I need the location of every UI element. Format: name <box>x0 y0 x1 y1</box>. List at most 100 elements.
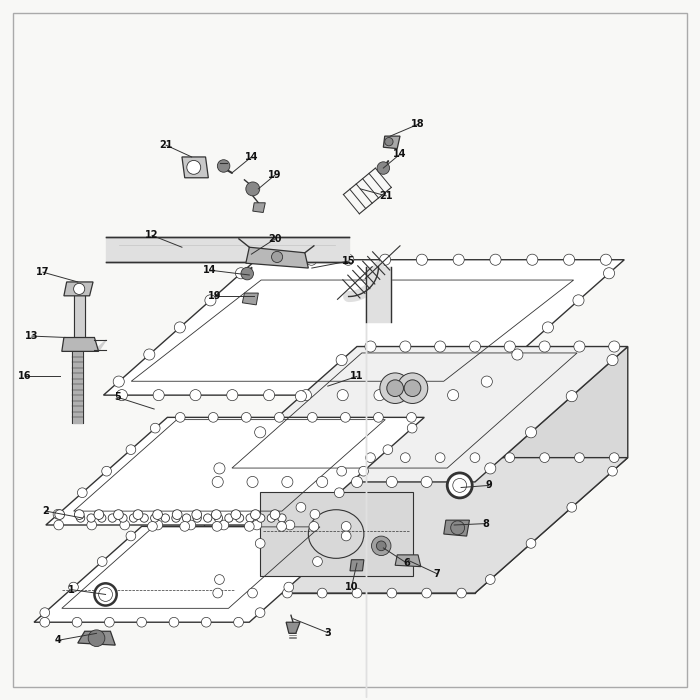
Circle shape <box>88 630 105 647</box>
Text: 11: 11 <box>350 372 364 382</box>
Circle shape <box>484 463 496 474</box>
Circle shape <box>372 536 391 556</box>
Circle shape <box>252 520 262 530</box>
Circle shape <box>607 354 618 365</box>
Circle shape <box>113 510 123 519</box>
Circle shape <box>453 254 464 265</box>
Circle shape <box>482 376 492 387</box>
Circle shape <box>153 390 164 400</box>
Circle shape <box>407 412 416 422</box>
Circle shape <box>335 488 344 498</box>
Text: 21: 21 <box>379 191 393 201</box>
Circle shape <box>40 608 50 617</box>
Circle shape <box>40 617 50 627</box>
Circle shape <box>351 477 363 487</box>
Circle shape <box>276 522 286 531</box>
Polygon shape <box>350 560 364 570</box>
Circle shape <box>451 521 465 535</box>
Circle shape <box>241 267 253 280</box>
Circle shape <box>422 588 431 598</box>
Text: 7: 7 <box>433 568 440 579</box>
Circle shape <box>540 453 550 463</box>
Circle shape <box>213 588 223 598</box>
Circle shape <box>603 267 615 279</box>
Circle shape <box>386 477 398 487</box>
Circle shape <box>204 514 212 522</box>
Circle shape <box>272 251 283 262</box>
Text: 17: 17 <box>36 267 50 277</box>
Circle shape <box>126 444 136 454</box>
Circle shape <box>526 254 538 265</box>
Circle shape <box>295 391 307 402</box>
Circle shape <box>246 514 254 522</box>
Circle shape <box>421 477 432 487</box>
Circle shape <box>374 412 384 422</box>
Circle shape <box>97 514 106 522</box>
Circle shape <box>342 522 351 531</box>
Polygon shape <box>260 492 412 575</box>
Circle shape <box>574 341 585 352</box>
Circle shape <box>116 390 127 400</box>
Circle shape <box>566 391 578 402</box>
Circle shape <box>69 582 78 592</box>
Text: 5: 5 <box>114 392 120 402</box>
Circle shape <box>404 380 421 396</box>
Circle shape <box>251 510 260 519</box>
Circle shape <box>400 453 410 463</box>
Circle shape <box>575 453 584 463</box>
Circle shape <box>447 390 458 400</box>
Circle shape <box>269 254 280 265</box>
Circle shape <box>97 556 107 566</box>
Circle shape <box>270 510 280 519</box>
Circle shape <box>316 477 328 487</box>
Circle shape <box>219 520 229 530</box>
Circle shape <box>72 617 82 627</box>
Circle shape <box>387 380 403 396</box>
Circle shape <box>209 412 218 422</box>
Circle shape <box>526 427 537 438</box>
Circle shape <box>337 390 349 400</box>
Circle shape <box>174 322 186 333</box>
Circle shape <box>610 453 619 463</box>
Circle shape <box>352 588 362 598</box>
Circle shape <box>215 575 224 584</box>
Polygon shape <box>182 157 209 178</box>
Circle shape <box>274 412 284 422</box>
Circle shape <box>87 514 95 522</box>
Circle shape <box>104 617 114 627</box>
Polygon shape <box>62 337 99 351</box>
Polygon shape <box>395 555 421 567</box>
Circle shape <box>113 376 125 387</box>
Text: 14: 14 <box>393 149 407 159</box>
Circle shape <box>214 463 225 474</box>
Circle shape <box>76 514 85 522</box>
Circle shape <box>55 510 64 519</box>
Polygon shape <box>104 260 624 395</box>
Circle shape <box>379 254 391 265</box>
Circle shape <box>256 538 265 548</box>
Circle shape <box>470 341 480 352</box>
Circle shape <box>186 520 196 530</box>
Circle shape <box>94 510 104 519</box>
Circle shape <box>377 162 390 174</box>
Circle shape <box>608 466 617 476</box>
Circle shape <box>244 522 254 531</box>
Circle shape <box>120 520 130 530</box>
Circle shape <box>241 412 251 422</box>
Text: 9: 9 <box>486 480 492 491</box>
Circle shape <box>211 510 221 519</box>
Circle shape <box>267 514 276 522</box>
Circle shape <box>307 412 317 422</box>
Circle shape <box>447 473 473 498</box>
Circle shape <box>202 617 211 627</box>
Text: 8: 8 <box>482 519 489 528</box>
Circle shape <box>193 514 202 522</box>
Circle shape <box>490 254 501 265</box>
Polygon shape <box>286 622 300 634</box>
Circle shape <box>609 341 620 352</box>
Text: 18: 18 <box>411 119 425 130</box>
Circle shape <box>87 520 97 530</box>
Circle shape <box>102 466 111 476</box>
Circle shape <box>282 477 293 487</box>
Circle shape <box>411 390 422 400</box>
